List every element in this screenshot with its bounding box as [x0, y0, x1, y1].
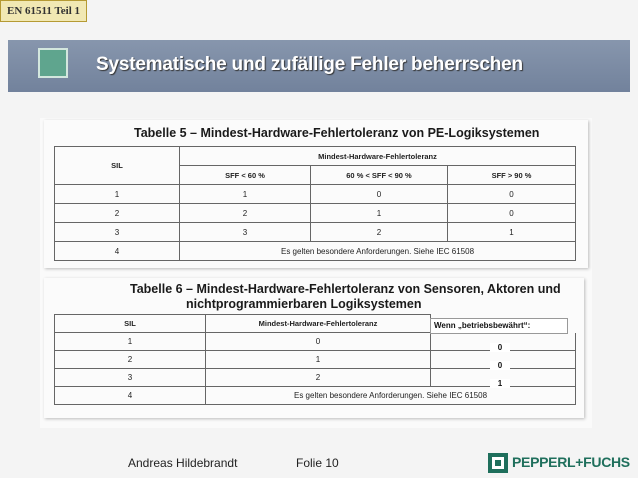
company-logo: PEPPERL+FUCHS	[488, 452, 630, 474]
logo-mark-icon	[488, 453, 508, 473]
table-row: 3 2	[54, 368, 576, 387]
footer-author: Andreas Hildebrandt	[128, 456, 238, 470]
table5-cell: 3	[54, 222, 180, 242]
table6-caption-line2: nichtprogrammierbaren Logiksystemen	[186, 297, 422, 311]
proven-in-use-label: Wenn „betriebsbewährt“:	[430, 318, 568, 334]
table6-cell: 2	[205, 368, 431, 387]
table6-cell: 1	[54, 332, 206, 351]
table-row: 2 2 1 0	[54, 203, 576, 223]
table6-cell: 4	[54, 386, 206, 405]
accent-square	[38, 48, 68, 78]
table5-cell: 1	[310, 203, 448, 223]
table5-cell: 1	[54, 184, 180, 204]
table5-subheader: 60 % < SFF < 90 %	[310, 165, 448, 185]
table5-cell: 2	[179, 203, 311, 223]
table-row: 1 1 0 0	[54, 184, 576, 204]
table5-cell: 2	[310, 222, 448, 242]
table5-cell: 0	[447, 184, 576, 204]
table5-cell: 1	[447, 222, 576, 242]
proven-in-use-value: 1	[490, 379, 510, 388]
title-band	[8, 40, 630, 92]
section-tag: EN 61511 Teil 1	[0, 0, 88, 22]
table-row: 3 3 2 1	[54, 222, 576, 242]
table6-cell: 3	[54, 368, 206, 387]
table-row: 4 Es gelten besondere Anforderungen. Sie…	[54, 241, 576, 261]
table-row: 4 Es gelten besondere Anforderungen. Sie…	[54, 386, 576, 405]
slide-title: Systematische und zufällige Fehler beher…	[96, 54, 523, 75]
table5-cell: 1	[179, 184, 311, 204]
footer-slide-number: Folie 10	[296, 456, 339, 470]
table5-cell: 0	[310, 184, 448, 204]
table5-cell: 2	[54, 203, 180, 223]
table6-note: Es gelten besondere Anforderungen. Siehe…	[205, 386, 576, 405]
table6-header-sil: SIL	[54, 314, 206, 333]
table5-header-group: Mindest-Hardware-Fehlertoleranz	[179, 146, 576, 166]
table5-cell: 3	[179, 222, 311, 242]
table5-cell: 4	[54, 241, 180, 261]
proven-in-use-value: 0	[490, 343, 510, 352]
table5-subheader: SFF > 90 %	[447, 165, 576, 185]
table5-cell: 0	[447, 203, 576, 223]
proven-in-use-value: 0	[490, 361, 510, 370]
table5-caption: Tabelle 5 – Mindest-Hardware-Fehlertoler…	[134, 126, 540, 140]
table6-caption-line1: Tabelle 6 – Mindest-Hardware-Fehlertoler…	[130, 282, 561, 296]
table5-note: Es gelten besondere Anforderungen. Siehe…	[179, 241, 576, 261]
table6-cell: 2	[54, 350, 206, 369]
table6-cell: 1	[205, 350, 431, 369]
table5: SIL Mindest-Hardware-Fehlertoleranz SFF …	[54, 146, 576, 261]
table5-header-sil: SIL	[54, 146, 180, 185]
table-row: 1 0	[54, 332, 576, 351]
table5-subheader: SFF < 60 %	[179, 165, 311, 185]
logo-text: PEPPERL+FUCHS	[512, 454, 630, 470]
table6-cell: 0	[205, 332, 431, 351]
table6-header-mhft: Mindest-Hardware-Fehlertoleranz	[205, 314, 431, 333]
